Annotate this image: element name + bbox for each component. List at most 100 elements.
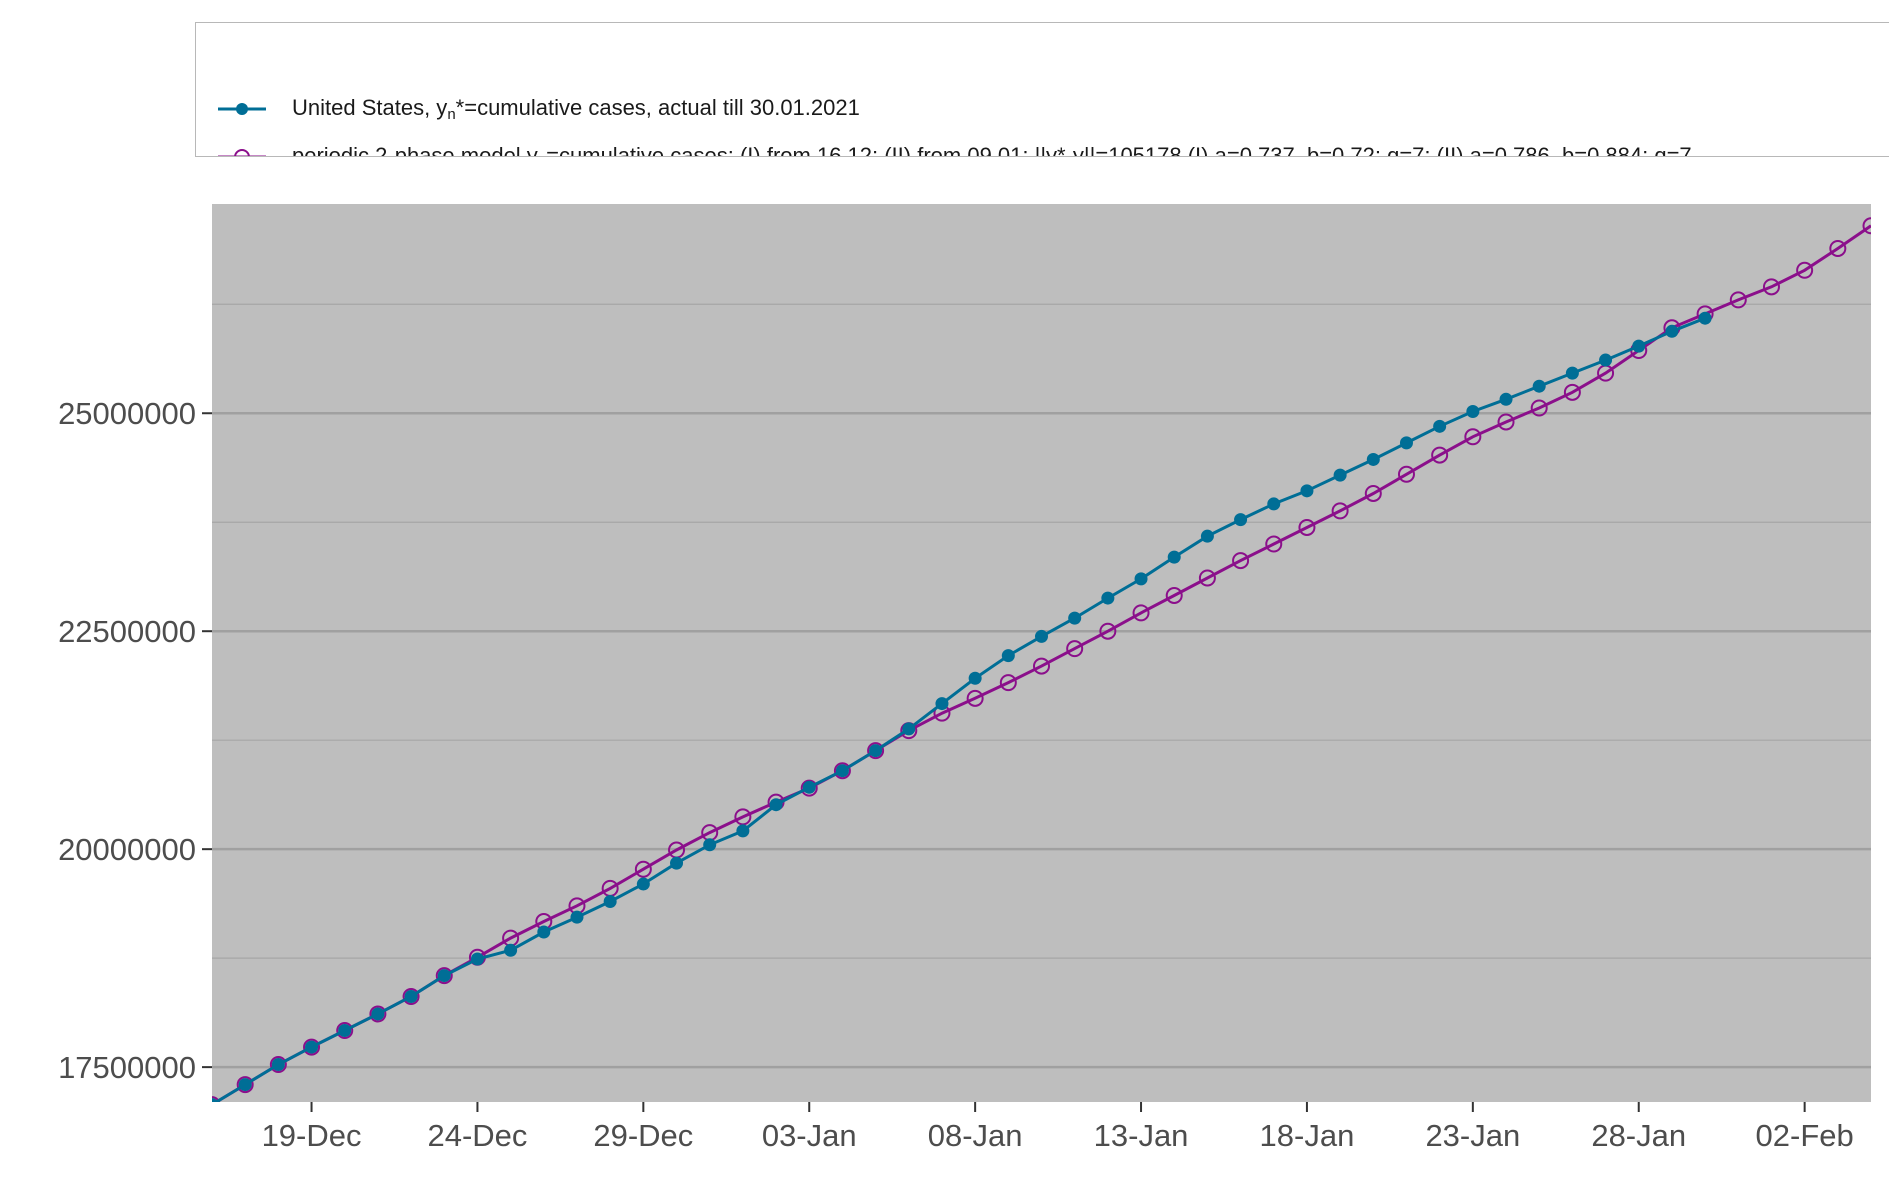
legend-entry-actual: United States, yn*=cumulative cases, act…: [212, 91, 860, 127]
data-point: [1464, 428, 1482, 446]
data-point: [1862, 217, 1871, 235]
data-point: [802, 780, 816, 794]
data-point: [1530, 399, 1548, 417]
legend-label-actual: United States, yn*=cumulative cases, act…: [292, 95, 860, 123]
data-point: [1366, 452, 1380, 466]
legend-entry-model: periodic 2-phase model yn=cumulative cas…: [212, 139, 1692, 157]
data-point: [1331, 502, 1349, 520]
y-tick-label: 17500000: [58, 1050, 196, 1085]
data-point: [1200, 529, 1214, 543]
axes: 17500000 20000000 22500000 25000000 19-Dec 24…: [58, 396, 1854, 1153]
data-point: [1796, 261, 1814, 279]
data-point: [1497, 413, 1515, 431]
data-point: [1665, 324, 1679, 338]
y-tick-label: 25000000: [58, 396, 196, 431]
data-point: [634, 860, 652, 878]
legend: United States, yn*=cumulative cases, act…: [195, 22, 1889, 157]
data-point: [369, 1005, 387, 1023]
data-point: [1198, 569, 1216, 587]
x-tick-label: 02-Feb: [1756, 1118, 1854, 1153]
series-actual: [212, 311, 1712, 1102]
data-point: [999, 674, 1017, 692]
y-tick-label: 20000000: [58, 832, 196, 867]
data-point: [271, 1058, 285, 1072]
data-point: [338, 1024, 352, 1038]
data-point: [636, 877, 650, 891]
data-point: [402, 988, 420, 1006]
data-point: [1234, 513, 1248, 527]
data-point: [504, 943, 518, 957]
data-point: [1599, 353, 1613, 367]
data-point: [835, 764, 849, 778]
data-point: [869, 744, 883, 758]
data-point: [1698, 311, 1712, 325]
y-tick-label: 22500000: [58, 614, 196, 649]
data-point: [303, 1038, 321, 1056]
data-point: [1035, 629, 1048, 643]
data-point: [1431, 446, 1449, 464]
data-point: [437, 969, 451, 983]
data-point: [1101, 591, 1115, 605]
data-point: [1397, 465, 1415, 483]
data-point: [703, 838, 717, 852]
data-point: [1167, 550, 1181, 564]
data-point: [1033, 657, 1050, 675]
data-point: [1165, 586, 1183, 604]
data-point: [935, 697, 949, 711]
data-point: [1762, 278, 1780, 296]
x-tick-label: 13-Jan: [1094, 1118, 1189, 1153]
x-tick-label: 24-Dec: [427, 1118, 527, 1153]
series-line: [213, 316, 1706, 1102]
data-point: [1134, 572, 1148, 586]
data-point: [1729, 291, 1747, 309]
x-tick-label: 03-Jan: [762, 1118, 857, 1153]
x-tick-label: 19-Dec: [262, 1118, 362, 1153]
data-point: [1265, 535, 1283, 553]
x-tick-label: 28-Jan: [1591, 1118, 1686, 1153]
data-point: [833, 762, 851, 780]
data-point: [371, 1007, 385, 1021]
legend-key-actual: [218, 103, 266, 115]
data-point: [336, 1022, 354, 1040]
series-layer: [212, 217, 1871, 1102]
data-point: [1132, 604, 1150, 622]
data-point: [1099, 622, 1117, 640]
data-point: [269, 1056, 287, 1074]
data-point: [1068, 611, 1082, 625]
data-point: [603, 894, 617, 908]
data-point: [867, 742, 885, 760]
data-point: [1333, 468, 1347, 482]
data-point: [570, 910, 584, 924]
data-point: [1001, 649, 1015, 663]
data-point: [238, 1078, 252, 1092]
data-point: [1232, 552, 1250, 570]
data-point: [470, 952, 484, 966]
legend-label-model: periodic 2-phase model yn=cumulative cas…: [292, 143, 1692, 157]
data-point: [670, 856, 684, 870]
series-line: [213, 224, 1871, 1102]
data-point: [537, 925, 551, 939]
data-point: [1632, 339, 1646, 353]
x-tick-label: 08-Jan: [928, 1118, 1023, 1153]
data-point: [1300, 484, 1314, 498]
data-point: [404, 990, 418, 1004]
data-point: [1565, 366, 1579, 380]
x-tick-label: 29-Dec: [593, 1118, 693, 1153]
data-point: [800, 779, 818, 797]
data-point: [966, 689, 984, 707]
x-tick-label: 18-Jan: [1260, 1118, 1355, 1153]
data-point: [769, 798, 783, 812]
data-point: [1364, 484, 1382, 502]
x-tick-label: 23-Jan: [1425, 1118, 1520, 1153]
data-point: [1563, 383, 1581, 401]
data-point: [435, 967, 453, 985]
data-point: [968, 671, 982, 685]
data-point: [212, 1098, 218, 1102]
data-point: [305, 1040, 319, 1054]
data-point: [236, 1076, 254, 1094]
legend-key-model: [218, 149, 266, 156]
data-point: [1499, 392, 1513, 406]
data-point: [1532, 379, 1546, 393]
data-point: [1829, 239, 1847, 257]
